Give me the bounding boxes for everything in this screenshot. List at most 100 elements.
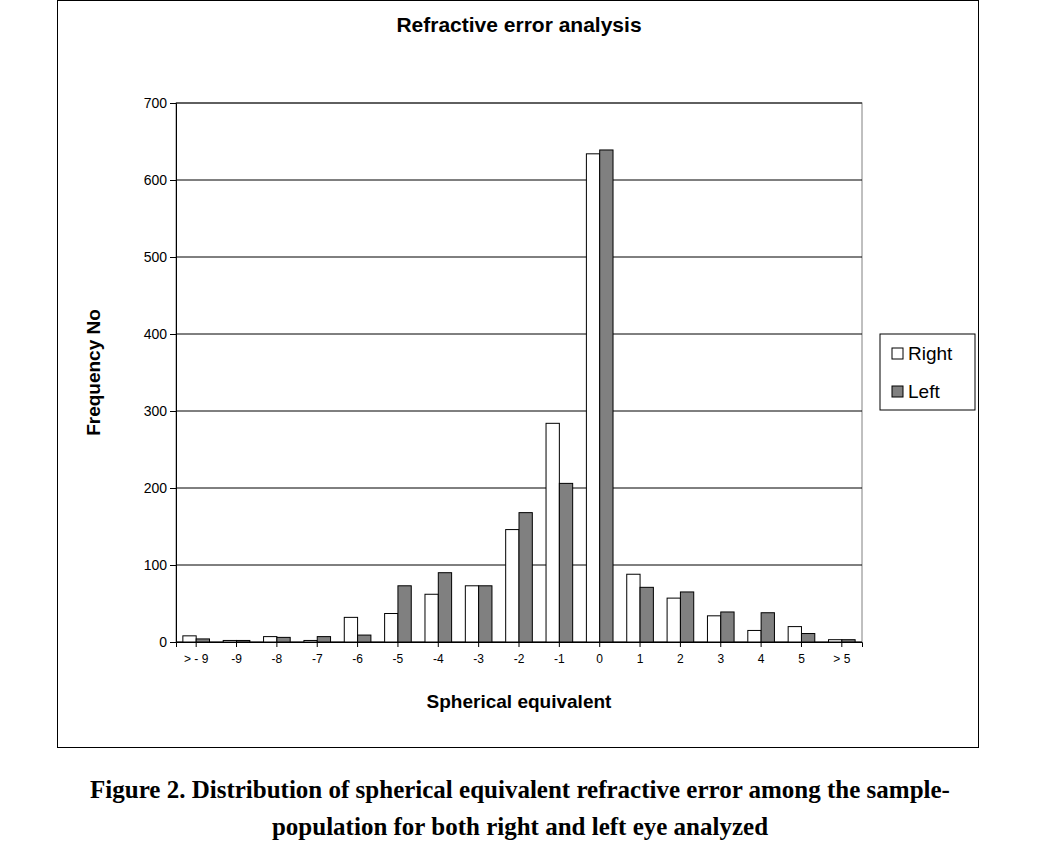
tick: 600 <box>144 172 176 188</box>
x-axis-title: Spherical equivalent <box>427 691 612 712</box>
tick-label: 3 <box>717 652 724 666</box>
tick-label: > 5 <box>833 652 850 666</box>
chart: Refractive error analysis010020030040050… <box>0 0 1038 849</box>
axis-line <box>177 643 863 648</box>
bar <box>465 586 478 642</box>
tick-label: 500 <box>144 249 168 265</box>
bar <box>196 639 209 642</box>
chart-frame <box>58 1 979 748</box>
tick-mark <box>519 642 520 647</box>
tick-mark <box>196 642 197 647</box>
tick-label: -5 <box>393 652 404 666</box>
tick-label: 300 <box>144 403 168 419</box>
tick: > - 9 <box>184 642 209 666</box>
tick-label: -1 <box>554 652 565 666</box>
bar <box>277 637 290 642</box>
tick: 0 <box>159 634 176 650</box>
tick-label: 400 <box>144 326 168 342</box>
bar <box>183 636 196 642</box>
x-axis: > - 9 -9 -8 -7 -6 -5 -4 -3 -2 -1 0 1 2 3 4 5 > 5 <box>177 642 863 666</box>
bar <box>385 614 398 642</box>
bar <box>519 513 532 642</box>
grid-line <box>176 411 862 412</box>
tick-label: 2 <box>677 652 684 666</box>
bar-series <box>183 154 842 642</box>
tick-label: -8 <box>272 652 283 666</box>
bar-series <box>196 150 855 642</box>
tick-label: 600 <box>144 172 168 188</box>
grid-line <box>176 488 862 489</box>
tick: 100 <box>144 557 176 573</box>
tick: 0 <box>596 642 603 666</box>
tick-label: 700 <box>144 95 168 111</box>
tick-label: 200 <box>144 480 168 496</box>
bar <box>479 586 492 642</box>
tick-label: -7 <box>312 652 323 666</box>
tick-label: > - 9 <box>184 652 209 666</box>
tick-mark <box>170 488 176 489</box>
tick: 1 <box>637 642 644 666</box>
bar <box>627 574 640 642</box>
bar <box>546 423 559 642</box>
tick-mark <box>438 642 439 647</box>
bar <box>801 634 814 642</box>
bar <box>425 594 438 642</box>
tick: 4 <box>758 642 765 666</box>
bar <box>344 617 357 642</box>
tick: -8 <box>272 642 283 666</box>
tick-label: 0 <box>159 634 167 650</box>
tick: -6 <box>352 642 363 666</box>
tick-mark <box>170 411 176 412</box>
tick-label: 5 <box>798 652 805 666</box>
bar <box>600 150 613 642</box>
bar <box>680 592 693 642</box>
grid-line <box>176 257 862 258</box>
legend-frame <box>880 334 975 410</box>
tick-mark <box>276 642 277 647</box>
tick: 5 <box>798 642 805 666</box>
tick-mark <box>397 642 398 647</box>
tick-label: 100 <box>144 557 168 573</box>
tick-label: 1 <box>637 652 644 666</box>
tick: 500 <box>144 249 176 265</box>
tick-label: -9 <box>231 652 242 666</box>
bar <box>304 640 317 642</box>
tick-mark <box>170 334 176 335</box>
tick-label: -6 <box>352 652 363 666</box>
legend-swatch <box>892 348 903 359</box>
y-axis: 0 100 200 300 400 500 600 700 <box>144 95 177 650</box>
tick-mark <box>236 642 237 647</box>
tick: > 5 <box>833 642 850 666</box>
y-axis-title: Frequency No <box>83 309 104 436</box>
grid-line <box>176 103 862 104</box>
bar <box>586 154 599 642</box>
legend-label: Right <box>908 343 953 364</box>
tick: 200 <box>144 480 176 496</box>
bar <box>829 640 842 642</box>
tick: -3 <box>473 642 484 666</box>
tick-mark <box>170 103 176 104</box>
bar <box>667 598 680 642</box>
plot-frame <box>176 103 862 642</box>
tick: 3 <box>717 642 724 666</box>
bar <box>506 530 519 642</box>
caption: Figure 2. Distribution of spherical equi… <box>90 776 950 803</box>
bar <box>398 586 411 642</box>
bar <box>438 573 451 642</box>
bar <box>721 612 734 642</box>
grid-line <box>176 334 862 335</box>
tick-label: 0 <box>596 652 603 666</box>
tick: -2 <box>514 642 525 666</box>
tick-mark <box>720 642 721 647</box>
tick-label: -4 <box>433 652 444 666</box>
bars <box>183 150 855 642</box>
tick-mark <box>841 642 842 647</box>
tick-mark <box>640 642 641 647</box>
caption: population for both right and left eye a… <box>272 813 768 840</box>
tick-label: 4 <box>758 652 765 666</box>
bar <box>237 640 250 642</box>
tick: 400 <box>144 326 176 342</box>
bar <box>559 483 572 642</box>
tick-mark <box>599 642 600 647</box>
legend-swatch <box>892 386 903 397</box>
